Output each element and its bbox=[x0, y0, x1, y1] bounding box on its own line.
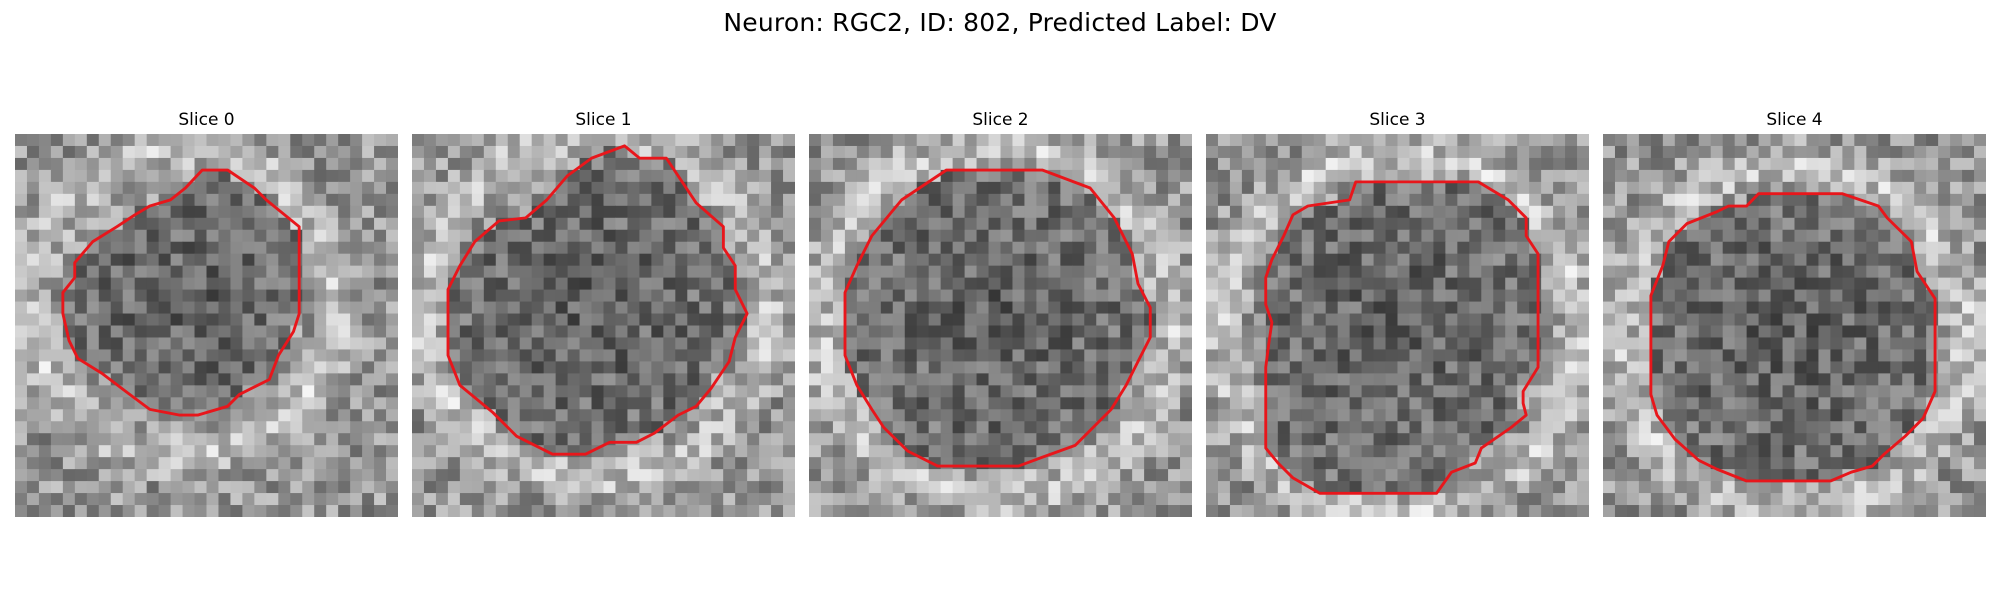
slice-panel-1: Slice 1 bbox=[412, 0, 795, 520]
cell-contour bbox=[843, 168, 1152, 468]
slice-title: Slice 1 bbox=[575, 110, 632, 130]
cell-contour bbox=[446, 144, 749, 456]
cell-contour bbox=[1649, 192, 1937, 483]
slice-image bbox=[1603, 134, 1986, 517]
slice-panel-2: Slice 2 bbox=[809, 0, 1192, 520]
pixel-grid bbox=[1206, 134, 1589, 517]
slice-title: Slice 0 bbox=[178, 110, 235, 130]
slice-image bbox=[809, 134, 1192, 517]
pixel-grid bbox=[809, 134, 1192, 517]
slice-image bbox=[15, 134, 398, 517]
slice-panel-4: Slice 4 bbox=[1603, 0, 1986, 520]
slice-panel-0: Slice 0 bbox=[15, 0, 398, 520]
slice-image bbox=[1206, 134, 1589, 517]
pixel-grid bbox=[1603, 134, 1986, 517]
cell-contour bbox=[1264, 180, 1540, 495]
slice-title: Slice 3 bbox=[1369, 110, 1426, 130]
slice-title: Slice 4 bbox=[1766, 110, 1823, 130]
slice-title: Slice 2 bbox=[972, 110, 1029, 130]
figure-title: Neuron: RGC2, ID: 802, Predicted Label: … bbox=[723, 8, 1277, 37]
slice-image bbox=[412, 134, 795, 517]
pixel-grid bbox=[15, 134, 398, 517]
slice-panel-3: Slice 3 bbox=[1206, 0, 1589, 520]
pixel-grid bbox=[412, 134, 795, 517]
cell-contour bbox=[61, 168, 301, 417]
